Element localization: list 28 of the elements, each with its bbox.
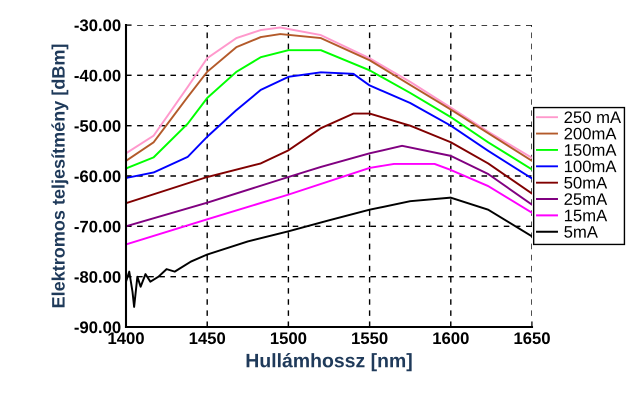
- y-tick-label: -60.00: [74, 170, 120, 182]
- x-tick-label: 1400: [108, 332, 144, 344]
- legend-label: 25mA: [564, 193, 608, 206]
- legend-label: 15mA: [564, 210, 608, 222]
- y-tick-label: -70.00: [74, 220, 120, 233]
- line-series: [126, 144, 532, 228]
- y-tick-label: -50.00: [74, 120, 120, 132]
- legend-label: 250 mA: [564, 111, 622, 124]
- legend-label: 150mA: [564, 144, 616, 156]
- x-tick-label: 1550: [352, 332, 388, 344]
- line-series: [126, 162, 532, 246]
- x-tick-label: 1650: [514, 332, 550, 344]
- x-tick-label: 1450: [190, 332, 226, 344]
- y-tick-label: -90.00: [74, 321, 120, 334]
- line-series: [126, 49, 532, 170]
- legend-label: 100mA: [564, 160, 616, 172]
- y-axis-title: Elektromos teljesítmény [dBm]: [51, 44, 68, 308]
- x-tick-label: 1600: [433, 332, 469, 344]
- legend-label: 200mA: [564, 128, 616, 140]
- line-series: [126, 71, 532, 180]
- line-series: [126, 112, 532, 204]
- y-tick-label: -40.00: [74, 70, 120, 82]
- y-tick-label: -80.00: [74, 271, 120, 283]
- x-axis-title: Hullámhossz [nm]: [246, 352, 412, 372]
- y-tick-label: -30.00: [74, 19, 120, 32]
- legend-label: 50mA: [564, 176, 608, 189]
- x-tick-label: 1500: [270, 332, 306, 344]
- legend-label: 5mA: [564, 226, 598, 238]
